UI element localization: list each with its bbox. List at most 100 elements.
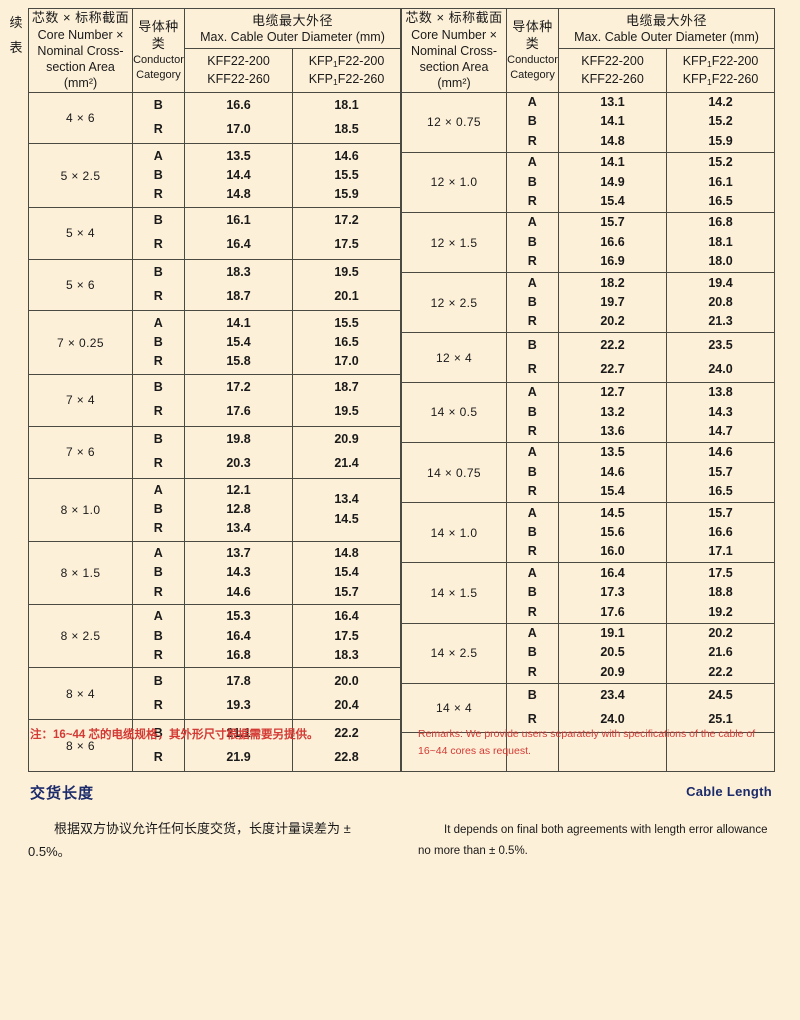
cell-kfp1f22-diameter: 17.5 18.8 19.2 xyxy=(666,562,776,624)
cell-core-size: 8 × 4 xyxy=(28,667,133,721)
cell-kff22-diameter: 13.7 14.3 14.6 xyxy=(184,540,293,606)
cell-kff22-diameter: 17.8 19.3 xyxy=(184,667,293,721)
table-row: 8 × 1.0 A B R 12.1 12.8 13.4 13.4 14.5 xyxy=(28,477,402,542)
cell-value: 15.2 xyxy=(708,155,733,170)
cell-kfp1f22-diameter: 20.9 21.4 xyxy=(291,425,402,479)
section-body-cable-length-en: It depends on final both agreements with… xyxy=(418,824,768,858)
cell-value: 21.6 xyxy=(708,645,733,660)
header-type-kff22-left: KFF22-200 KFF22-260 xyxy=(184,48,293,93)
header-category-en2-r: Category xyxy=(510,68,555,81)
header-conductor-category-right: 导体种 类 Conductor Category xyxy=(506,8,560,93)
cell-value: R xyxy=(153,187,164,202)
cell-value: B xyxy=(153,501,164,516)
cell-value: 16.6 xyxy=(708,525,733,540)
cell-value: 13.5 xyxy=(600,445,625,460)
table-row: 4 × 6 B R 16.6 17.0 18.1 18.5 xyxy=(28,91,402,145)
cell-core-size: 14 × 2.5 xyxy=(401,622,508,684)
cell-core-size: 5 × 6 xyxy=(28,258,133,312)
cell-value: 14.5 xyxy=(600,505,625,520)
header-category-cn1-r: 导体种 xyxy=(512,18,553,34)
value-stack: 13.5 14.6 15.4 xyxy=(559,443,666,501)
cell-value: 13.1 xyxy=(600,95,625,110)
cell-kff22-diameter: 23.4 24.0 xyxy=(558,682,668,734)
cell-kfp1f22-diameter: 15.2 16.1 16.5 xyxy=(666,151,776,213)
cell-kff22-diameter: 21.1 21.9 xyxy=(184,719,293,773)
cell-value: 20.2 xyxy=(708,626,733,641)
cell-value: R xyxy=(153,647,164,662)
cell-kff22-diameter: 22.2 22.7 xyxy=(558,332,668,383)
cell-core-size: 12 × 4 xyxy=(401,332,508,383)
cell-kfp1f22-diameter: 17.2 17.5 xyxy=(291,206,402,260)
table-row: 7 × 4 B R 17.2 17.6 18.7 19.5 xyxy=(28,373,402,427)
value-stack: 19.4 20.8 21.3 xyxy=(667,274,774,332)
cell-kfp1f22-diameter: 16.4 17.5 18.3 xyxy=(291,604,402,669)
value-stack: 13.4 14.5 xyxy=(293,490,400,529)
cell-value: 20.9 xyxy=(600,664,625,679)
cell-value: R xyxy=(153,697,164,712)
cell-kff22-diameter: 14.5 15.6 16.0 xyxy=(558,502,668,564)
cell-value: 22.2 xyxy=(600,337,625,352)
cell-core-size: 12 × 1.5 xyxy=(401,211,508,274)
cell-value: 16.4 xyxy=(226,237,251,252)
table-body-left: 4 × 6 B R 16.6 17.0 18.1 18.5 5 × 2.5 A B R 13.5 14.… xyxy=(28,91,402,773)
value-stack: 24.5 25.1 xyxy=(667,684,774,732)
header-category-cn1: 导体种 xyxy=(138,18,179,34)
cell-kfp1f22-diameter: 19.4 20.8 21.3 xyxy=(666,272,776,334)
header-size-cn-r: 芯数 × 标称截面 xyxy=(405,10,503,25)
cell-value: 18.5 xyxy=(334,121,359,136)
value-stack: 16.4 17.3 17.6 xyxy=(559,564,666,622)
value-stack: 19.5 20.1 xyxy=(293,261,400,309)
continued-marker-text: 续表 xyxy=(9,15,23,55)
value-stack: 23.5 24.0 xyxy=(667,334,774,382)
cell-kff22-diameter: 15.7 16.6 16.9 xyxy=(558,211,668,274)
value-stack: 15.7 16.6 17.1 xyxy=(667,504,774,562)
cell-value: 14.1 xyxy=(600,114,625,129)
cell-value: B xyxy=(153,725,164,740)
cell-core-size: 14 × 1.5 xyxy=(401,562,508,624)
table-row: 5 × 6 B R 18.3 18.7 19.5 20.1 xyxy=(28,258,402,312)
spec-tables-container: 续表 芯数 × 标称截面 Core Number × Nominal Cross… xyxy=(9,7,776,773)
cell-value: R xyxy=(153,289,164,304)
table-row: 12 × 1.5 A B R 15.7 16.6 16.9 16.8 18.1 18.0 xyxy=(401,211,776,274)
value-stack: 12.1 12.8 13.4 xyxy=(185,481,292,539)
header-kfp-line1-r: KFP1F22-200 xyxy=(682,54,759,70)
cell-value: 16.5 xyxy=(708,194,733,209)
cell-value: 21.3 xyxy=(708,314,733,329)
cell-kfp1f22-diameter: 15.5 16.5 17.0 xyxy=(291,310,402,375)
cell-value: B xyxy=(153,98,164,113)
cell-value: R xyxy=(527,711,538,726)
cell-value: 19.1 xyxy=(600,626,625,641)
cell-value: B xyxy=(153,334,164,349)
value-stack: 16.6 17.0 xyxy=(185,94,292,142)
cell-value: B xyxy=(153,265,164,280)
cell-value: 17.0 xyxy=(334,354,359,369)
cell-core-size: 7 × 4 xyxy=(28,373,133,427)
cell-value: A xyxy=(527,95,538,110)
cell-value: A xyxy=(527,565,538,580)
value-stack: 14.1 15.4 15.8 xyxy=(185,314,292,372)
cell-value: 18.3 xyxy=(334,647,359,662)
table-row: 5 × 2.5 A B R 13.5 14.4 14.8 14.6 15.5 15.9 xyxy=(28,143,402,208)
cell-value: B xyxy=(527,585,538,600)
table-row: 14 × 0.75 A B R 13.5 14.6 15.4 14.6 15.7 16.5 xyxy=(401,441,776,504)
cell-kff22-diameter: 19.1 20.5 20.9 xyxy=(558,622,668,684)
cell-value: 16.1 xyxy=(708,174,733,189)
table-row: 7 × 0.25 A B R 14.1 15.4 15.8 15.5 16.5 17.0 xyxy=(28,310,402,375)
cell-value: 13.8 xyxy=(708,385,733,400)
cell-value: 17.0 xyxy=(226,121,251,136)
cell-value: A xyxy=(153,609,164,624)
cell-value: 22.7 xyxy=(600,361,625,376)
